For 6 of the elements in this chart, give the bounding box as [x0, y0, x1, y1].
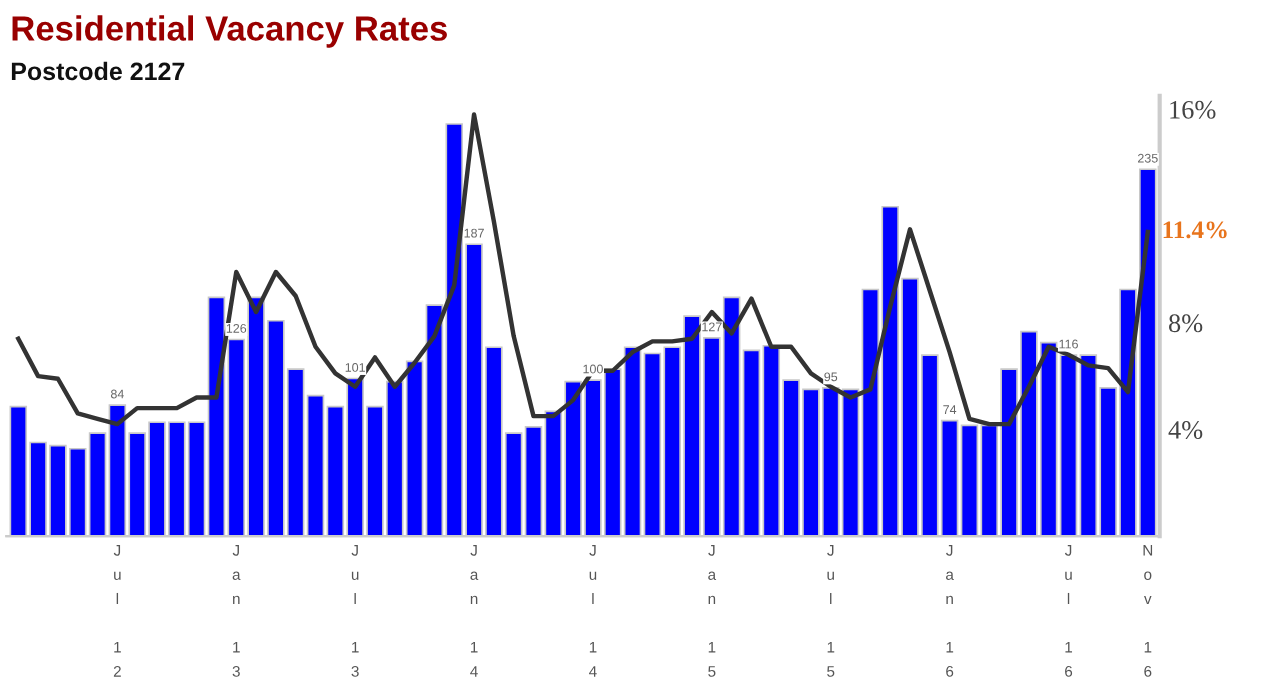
chart-title: Residential Vacancy Rates: [12, 15, 447, 48]
y-tick-label: 4%: [1168, 421, 1203, 439]
y-tick-label: 8%: [1169, 314, 1203, 333]
y-tick-label: 16%: [1170, 100, 1216, 119]
data-label: 11.4%: [1163, 221, 1227, 239]
chart-subtitle: Postcode 2127: [11, 61, 185, 81]
